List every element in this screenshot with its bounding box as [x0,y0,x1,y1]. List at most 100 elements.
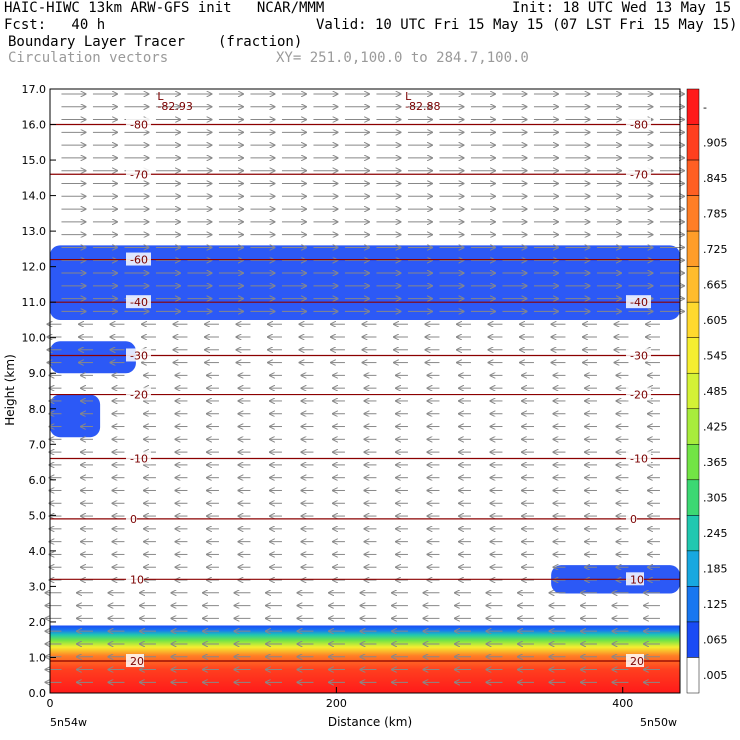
x-axis-title: Distance (km) [328,715,412,729]
colorbar-swatch [686,372,700,410]
y-tick-label: 9.0 [29,367,47,380]
colorbar-label: .605 [703,314,728,327]
isotherm-label-bg [626,387,651,401]
colorbar-label: .845 [703,172,728,185]
tracer-fill-layer [50,245,680,693]
colorbar-label: .665 [703,278,728,291]
y-axis-title: Height (km) [3,354,17,425]
y-tick-label: 1.0 [29,651,47,664]
colorbar-label: - [703,101,707,114]
x-tick-label: 200 [326,697,347,710]
isotherm-label-bg [126,252,151,266]
tracer-region-boundary-layer [50,625,680,693]
y-tick-label: 8.0 [29,403,47,416]
isotherm-label: 0 [630,513,637,526]
isotherm-label: -80 [630,119,648,132]
isotherm-label: 20 [630,655,644,668]
isotherm-label: 0 [130,513,137,526]
isotherm-label: -10 [130,453,148,466]
header-title: HAIC-HIWC 13km ARW-GFS init NCAR/MMM [4,0,325,16]
field-units: (fraction) [218,34,303,50]
y-tick-label: 15.0 [22,154,47,167]
isotherm-label-bg [126,387,151,401]
axes: 0.0 1.0 2.0 3.0 4.0 5.0 6.0 7.0 8.0 9.0 10.0 11.0 12… [22,83,681,710]
header-fcst: Fcst: 40 h [4,17,106,33]
y-tick-label: 6.0 [29,474,47,487]
colorbar-label: .485 [703,385,728,398]
colorbar-swatch [686,230,700,267]
colorbar-swatch [686,479,700,516]
y-tick-label: 14.0 [22,190,47,203]
low-marker: L [405,90,412,103]
y-tick-label: 7.0 [29,438,47,451]
y-tick-label: 17.0 [22,83,47,96]
colorbar-swatch [686,586,700,623]
colorbar-swatch [686,550,700,587]
colorbar-label: .005 [703,669,728,682]
colorbar-swatch [686,657,700,694]
isotherm-label-bg [126,451,151,465]
y-tick-label: 3.0 [29,580,47,593]
isotherm-label-bg [626,654,644,668]
isotherm-label-bg [126,117,151,131]
colorbar-label: .305 [703,492,728,505]
isotherm-label-bg [126,167,151,181]
isotherm-lines: -80 -80 -70 -70 -60 -40 -40 -30 -30 -20 -20 -10 -10 0… [50,90,680,668]
y-tick-label: 13.0 [22,225,47,238]
isotherm-label: -70 [130,168,148,181]
isotherm-label: -20 [130,389,148,402]
isotherm-label-bg [626,451,651,465]
circulation-vectors [45,94,684,682]
isotherm-label: 10 [130,573,144,586]
x-tick-label: 400 [612,697,633,710]
colorbar-swatch [686,621,700,658]
low-marker-value: -82.93 [157,100,192,113]
isotherm-label-bg [626,572,644,586]
header-valid: Valid: 10 UTC Fri 15 May 15 (07 LST Fri … [316,17,738,33]
isotherm-label-bg [126,572,144,586]
colorbar-label: .425 [703,421,728,434]
colorbar-label: .365 [703,456,728,469]
colorbar-swatch [686,124,700,161]
x-end-location: 5n50w [640,716,677,729]
tracer-region-mid-blob-1 [50,341,136,374]
isotherm-label-bg [626,295,651,309]
isotherm-label: -70 [630,168,648,181]
colorbar-label: .545 [703,349,728,362]
colorbar-label: .785 [703,207,728,220]
x-tick-label: 0 [47,697,54,710]
colorbar-label: .245 [703,527,728,540]
low-marker-value: -82.88 [405,100,440,113]
isotherm-label: -20 [630,389,648,402]
field-name: Boundary Layer Tracer [8,34,186,50]
isotherm-label: 10 [630,573,644,586]
y-tick-label: 2.0 [29,616,47,629]
y-tick-label: 12.0 [22,261,47,274]
isotherm-label: -30 [130,349,148,362]
colorbar-swatch [686,337,700,374]
colorbar-swatch [686,408,700,445]
colorbar-label: .185 [703,563,728,576]
y-tick-label: 11.0 [22,296,47,309]
isotherm-label: -40 [130,296,148,309]
header-init: Init: 18 UTC Wed 13 May 15 [512,0,732,16]
isotherm-label: -80 [130,119,148,132]
y-tick-label: 0.0 [29,687,47,700]
isotherm-label-bg [126,295,151,309]
isotherm-label-bg [126,511,137,525]
colorbar-swatch [686,301,700,338]
plot-frame [49,88,681,694]
isotherm-label: -10 [630,453,648,466]
low-marker: L [157,90,164,103]
y-tick-label: 5.0 [29,509,47,522]
x-start-location: 5n54w [50,716,87,729]
cross-section-xy: XY= 251.0,100.0 to 284.7,100.0 [276,50,529,66]
y-tick-label: 16.0 [22,119,47,132]
colorbar-swatch [686,88,700,125]
colorbar-label: .125 [703,598,728,611]
isotherm-label: -60 [130,254,148,267]
colorbar-label: .725 [703,243,728,256]
colorbar: - .905 .845 .785 .725 .665 .605 .545 .485 .425 .36… [686,88,728,694]
colorbar-swatch [686,159,700,196]
isotherm-label-bg [126,348,151,362]
